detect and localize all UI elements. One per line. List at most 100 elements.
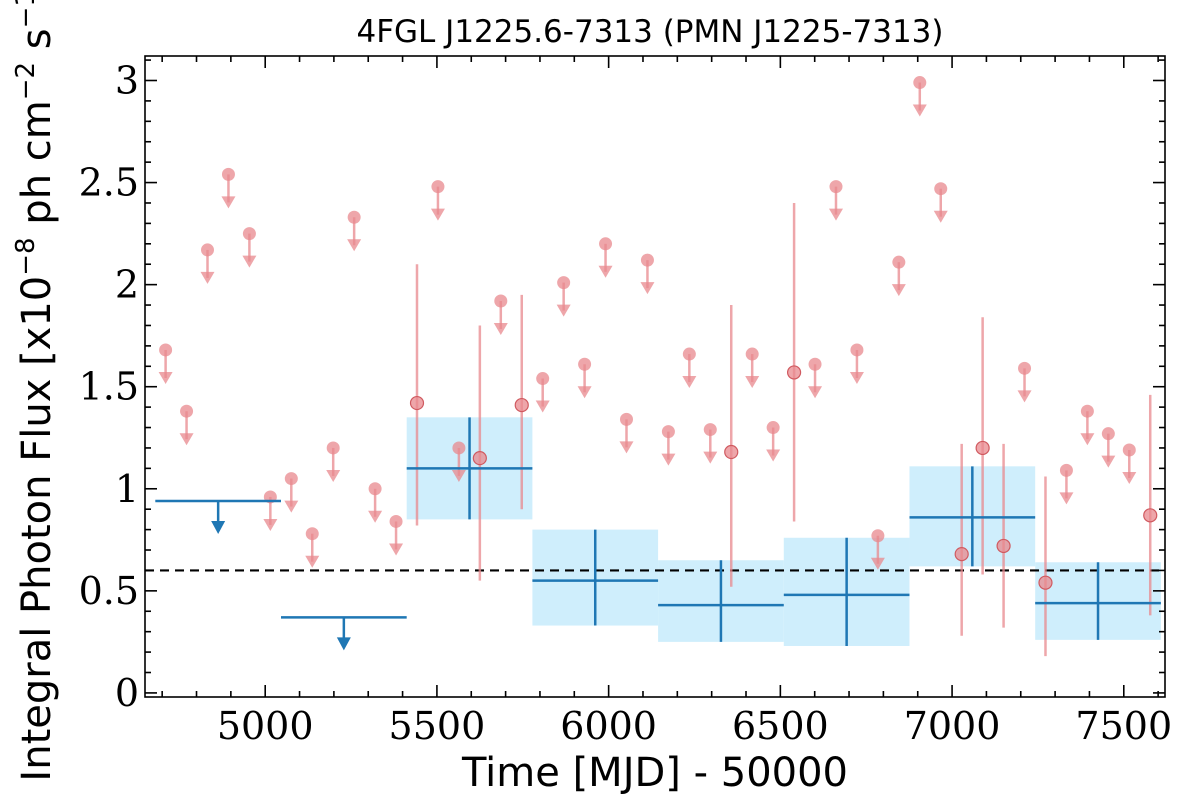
coarse-bin-bands <box>406 417 1161 646</box>
upper-limit-marker <box>326 441 340 455</box>
upper-limit-marker <box>850 343 864 357</box>
y-tick-label: 0.5 <box>79 569 139 613</box>
upper-limit-arrow <box>1059 492 1074 505</box>
upper-limit-marker <box>599 237 613 251</box>
detection-marker <box>975 440 990 456</box>
detection-marker <box>724 444 739 460</box>
upper-limit-arrow <box>808 386 823 399</box>
upper-limit-arrow <box>1101 455 1116 468</box>
y-label-main: Integral Photon Flux [x10 <box>14 276 60 782</box>
upper-limit-marker <box>661 425 675 439</box>
upper-limit-marker <box>389 514 403 528</box>
coarse-bin-series <box>155 417 1161 651</box>
x-axis-label: Time [MJD] - 50000 <box>461 750 848 796</box>
upper-limit-arrow <box>263 518 278 531</box>
upper-limit-marker <box>829 180 843 194</box>
upper-limit-arrow <box>284 500 299 513</box>
y-tick-label: 2 <box>115 263 139 307</box>
upper-limit-marker <box>640 253 654 267</box>
upper-limit-arrow <box>849 371 864 384</box>
upper-limit-marker <box>619 412 633 426</box>
y-label-exp2: −2 <box>11 62 41 100</box>
upper-limit-marker <box>284 472 298 486</box>
upper-limit-marker <box>221 167 235 181</box>
y-tick-label: 2.5 <box>79 161 139 205</box>
upper-limit-marker <box>452 441 466 455</box>
upper-limit-marker <box>242 227 256 241</box>
upper-limit-marker <box>536 372 550 386</box>
y-tick-label: 1.5 <box>79 365 139 409</box>
upper-limit-marker <box>703 423 717 437</box>
detection-marker <box>514 397 529 413</box>
x-tick-label: 7500 <box>1075 704 1172 748</box>
upper-limit-arrow <box>451 469 466 482</box>
upper-limit-arrow <box>242 255 257 268</box>
upper-limit-marker <box>1080 404 1094 418</box>
detection-marker <box>472 451 487 466</box>
upper-limit-marker <box>578 357 592 371</box>
fine-bin-series <box>158 76 1158 657</box>
upper-limit-arrow <box>933 210 948 223</box>
upper-limit-marker <box>934 182 948 196</box>
upper-limit-arrow <box>598 265 613 278</box>
upper-limit-marker <box>1059 463 1073 477</box>
upper-limit-arrow <box>200 271 215 284</box>
upper-limit-marker <box>494 294 508 308</box>
upper-limit-arrow <box>891 284 906 297</box>
upper-limit-marker <box>1122 443 1136 457</box>
upper-limit-arrow <box>766 449 781 462</box>
upper-limit-arrow <box>347 239 362 252</box>
coarse-upper-limit-arrow <box>211 521 226 535</box>
upper-limit-marker <box>431 180 445 194</box>
upper-limit-arrow <box>661 453 676 466</box>
upper-limit-arrow <box>1122 471 1137 484</box>
upper-limit-arrow <box>305 555 320 568</box>
upper-limit-arrow <box>828 208 843 221</box>
detection-marker <box>786 365 802 380</box>
upper-limit-marker <box>557 276 571 290</box>
upper-limit-marker <box>180 404 194 418</box>
y-tick-label: 1 <box>115 467 139 511</box>
upper-limit-marker <box>1018 361 1032 375</box>
upper-limit-arrow <box>912 104 927 117</box>
upper-limit-arrow <box>682 376 697 389</box>
upper-limit-marker <box>305 527 319 541</box>
x-tick-label: 7000 <box>904 704 1001 748</box>
y-tick-label: 3 <box>115 58 139 102</box>
detection-marker <box>409 395 425 411</box>
y-label-exp3: −1 <box>11 0 41 28</box>
upper-limit-arrow <box>326 469 341 482</box>
upper-limit-arrow <box>556 304 571 317</box>
x-tick-label: 5500 <box>389 704 486 748</box>
upper-limit-marker <box>347 210 361 224</box>
x-tick-label: 5000 <box>217 704 314 748</box>
upper-limit-arrow <box>870 557 885 570</box>
upper-limit-arrow <box>158 371 173 384</box>
upper-limit-marker <box>871 529 885 543</box>
upper-limit-arrow <box>493 322 508 335</box>
y-axis-label: Integral Photon Flux [x10−8 ph cm−2 s−1] <box>11 0 60 782</box>
upper-limit-arrow <box>535 400 550 413</box>
upper-limit-arrow <box>745 376 760 389</box>
upper-limit-marker <box>368 482 382 496</box>
x-tick-label: 6500 <box>732 704 829 748</box>
upper-limit-arrow <box>619 441 634 454</box>
upper-limit-arrow <box>179 433 194 446</box>
upper-limit-arrow <box>1080 433 1095 446</box>
y-label-mid: ph cm <box>14 100 60 237</box>
y-axis-ticks: 0 0.5 1 1.5 2 2.5 3 <box>79 58 1165 715</box>
x-axis-ticks: 5000 5500 6000 6500 7000 7500 <box>161 56 1172 748</box>
upper-limit-marker <box>766 421 780 435</box>
upper-limit-marker <box>201 243 215 257</box>
upper-limit-marker <box>745 347 759 361</box>
upper-limit-arrow <box>221 196 236 209</box>
coarse-upper-limit-arrow <box>336 637 351 651</box>
detection-marker <box>1143 508 1158 523</box>
upper-limit-marker <box>682 347 696 361</box>
upper-limit-marker <box>159 343 173 357</box>
upper-limit-marker <box>1101 427 1115 441</box>
y-tick-label: 0 <box>115 671 139 715</box>
detection-marker <box>996 538 1011 554</box>
upper-limit-marker <box>892 255 906 269</box>
